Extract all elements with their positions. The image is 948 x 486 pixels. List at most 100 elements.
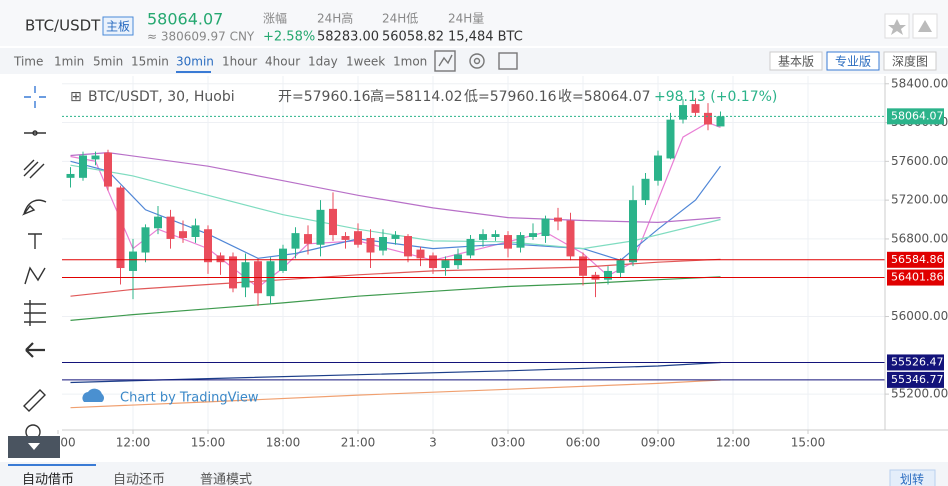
y-tick-label: 57600.00 xyxy=(891,154,948,168)
candle-body xyxy=(79,155,87,178)
settings-icon xyxy=(473,57,481,65)
interval-option[interactable]: 15min xyxy=(131,55,169,69)
moving-average-line xyxy=(70,276,721,321)
ohlc-label: 开=57960.16 xyxy=(278,89,371,105)
interval-option[interactable]: 1hour xyxy=(222,55,257,69)
last-price: 58064.07 xyxy=(147,10,223,29)
y-tick-label: 57200.00 xyxy=(891,193,948,207)
back-tool[interactable] xyxy=(25,342,45,358)
candle-body xyxy=(366,237,375,253)
candle-body xyxy=(516,235,525,248)
interval-option[interactable]: 4hour xyxy=(265,55,300,69)
symbol: BTC/USDT xyxy=(25,17,101,35)
x-tick-label: 15:00 xyxy=(191,436,226,450)
candle-body xyxy=(679,105,687,120)
candle-body xyxy=(504,235,512,249)
interval-option[interactable]: 1mon xyxy=(393,55,427,69)
stat-label: 24H量 xyxy=(448,12,484,26)
candle-body xyxy=(691,104,700,113)
version-button[interactable] xyxy=(769,51,823,71)
ohlc-label: 高=58114.02 xyxy=(370,88,463,105)
board-label: 主板 xyxy=(106,20,130,34)
candle-body xyxy=(91,155,100,160)
candle-body xyxy=(579,256,587,276)
change-label: +98.13 (+0.17%) xyxy=(654,89,777,105)
version-label: 深度图 xyxy=(892,54,928,69)
brush-tool[interactable] xyxy=(21,199,47,216)
ohlc-label: 低=57960.16 xyxy=(464,89,557,105)
interval-option[interactable]: 1day xyxy=(308,55,338,69)
header-bar xyxy=(0,0,948,46)
mode-tab[interactable]: 普通模式 xyxy=(200,473,252,486)
interval-option[interactable]: 5min xyxy=(93,55,123,69)
candle-body xyxy=(654,155,662,181)
candle-body xyxy=(641,178,650,201)
stat-value: 56058.82 xyxy=(382,30,444,45)
price-tag xyxy=(887,354,944,371)
x-tick-label: 12:00 xyxy=(116,436,151,450)
fullscreen-button[interactable] xyxy=(498,52,518,70)
y-tick-label: 56800.00 xyxy=(891,231,948,245)
channel-tool[interactable] xyxy=(23,159,45,179)
candle-body xyxy=(216,255,225,263)
share-icon xyxy=(918,20,932,32)
candle-body xyxy=(154,216,162,229)
y-tick-label: 56000.00 xyxy=(891,309,948,323)
price-tag-label: 58064.07 xyxy=(891,109,944,122)
version-button[interactable] xyxy=(826,51,880,71)
interval-option[interactable]: 30min xyxy=(176,55,214,69)
board-badge xyxy=(102,16,134,36)
candle-body xyxy=(104,152,112,187)
version-button[interactable] xyxy=(883,51,937,71)
candle-body xyxy=(116,187,125,269)
candle-body xyxy=(554,217,562,222)
candle-body xyxy=(229,256,237,289)
candle-body xyxy=(416,249,425,259)
price-tag xyxy=(887,371,944,388)
indicator-button[interactable] xyxy=(434,50,456,72)
x-tick-label: 15:00 xyxy=(791,436,826,450)
candle-body xyxy=(529,233,537,237)
candle-body xyxy=(479,234,487,240)
x-tick-label: 06:00 xyxy=(566,436,601,450)
stat-value: 15,484 BTC xyxy=(448,30,523,45)
candle-body xyxy=(491,234,500,237)
line-tool[interactable] xyxy=(24,130,46,136)
settings-button[interactable] xyxy=(469,53,485,69)
mode-tab[interactable]: 自动还币 xyxy=(113,473,165,486)
price-tag xyxy=(887,269,944,286)
ruler-tool[interactable] xyxy=(23,389,46,412)
stat-value: 58283.00 xyxy=(317,30,379,45)
transfer-button[interactable] xyxy=(889,469,936,486)
price-tag xyxy=(887,251,944,268)
text-tool[interactable] xyxy=(28,233,42,249)
fib-tool[interactable] xyxy=(24,300,46,326)
candle-body xyxy=(316,209,325,245)
watermark: Chart by TradingView xyxy=(120,391,259,406)
version-label: 专业版 xyxy=(835,54,871,69)
mode-tab[interactable]: 自动借币 xyxy=(22,473,74,486)
price-tag-label: 55346.77 xyxy=(891,373,944,386)
legend-toggle[interactable]: ⊞ xyxy=(70,89,82,105)
candle-body xyxy=(141,227,150,253)
interval-option[interactable]: 1week xyxy=(346,55,385,69)
cny-price: ≈ 380609.97 CNY xyxy=(147,30,255,44)
candle-body xyxy=(354,231,362,245)
candle-body xyxy=(666,119,675,159)
favorite-button[interactable] xyxy=(884,13,910,39)
moving-average-line xyxy=(70,151,721,224)
x-tick-label: 03:00 xyxy=(491,436,526,450)
candle-body xyxy=(266,261,275,297)
ohlc-label: 收=58064.07 xyxy=(558,89,651,105)
pattern-tool[interactable] xyxy=(24,266,46,285)
candle-body xyxy=(341,236,350,240)
candle-body xyxy=(291,233,300,249)
candle-body xyxy=(541,218,550,237)
price-tag-label: 56584.86 xyxy=(891,253,944,266)
version-label: 基本版 xyxy=(778,55,814,69)
price-tag xyxy=(887,108,944,125)
candle-body xyxy=(329,208,337,236)
crosshair-tool[interactable] xyxy=(24,86,46,108)
x-tick-label: 00 xyxy=(60,436,75,450)
interval-option[interactable]: 1min xyxy=(54,55,84,69)
